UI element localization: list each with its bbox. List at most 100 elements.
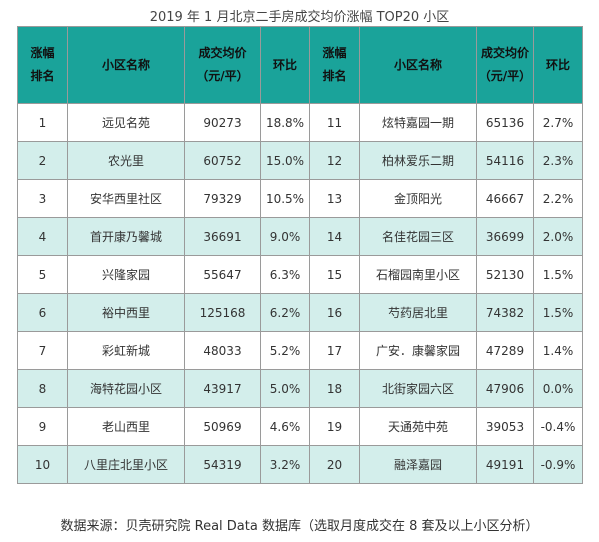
table-row: 5 兴隆家园 55647 6.3% 15 石榴园南里小区 52130 1.5%: [17, 255, 583, 294]
header-rank: 涨幅 排名: [309, 26, 360, 104]
rank-cell: 10: [17, 445, 68, 484]
header-row: 涨幅 排名 小区名称 成交均价 （元/平） 环比 涨幅 排名 小区名称 成交均价…: [17, 26, 583, 104]
table-row: 8 海特花园小区 43917 5.0% 18 北街家园六区 47906 0.0%: [17, 369, 583, 408]
table-row: 2 农光里 60752 15.0% 12 柏林爱乐二期 54116 2.3%: [17, 141, 583, 180]
community-name-cell: 裕中西里: [67, 293, 185, 332]
rank-cell: 8: [17, 369, 68, 408]
community-name-cell: 名佳花园三区: [359, 217, 477, 256]
community-name-cell: 彩虹新城: [67, 331, 185, 370]
change-cell: -0.9%: [533, 445, 583, 484]
price-cell: 65136: [476, 103, 534, 142]
rank-cell: 1: [17, 103, 68, 142]
community-name-cell: 农光里: [67, 141, 185, 180]
price-cell: 52130: [476, 255, 534, 294]
change-cell: 3.2%: [260, 445, 310, 484]
rank-cell: 20: [309, 445, 360, 484]
change-cell: 1.5%: [533, 255, 583, 294]
community-name-cell: 石榴园南里小区: [359, 255, 477, 294]
price-cell: 47289: [476, 331, 534, 370]
price-cell: 79329: [184, 179, 261, 218]
price-cell: 55647: [184, 255, 261, 294]
rank-cell: 14: [309, 217, 360, 256]
rank-cell: 9: [17, 407, 68, 446]
price-cell: 90273: [184, 103, 261, 142]
header-rank-line2: 排名: [30, 69, 55, 83]
price-cell: 36691: [184, 217, 261, 256]
rank-cell: 16: [309, 293, 360, 332]
table-title: 2019 年 1 月北京二手房成交均价涨幅 TOP20 小区: [149, 10, 450, 25]
header-change: 环比: [260, 26, 310, 104]
change-cell: 2.3%: [533, 141, 583, 180]
change-cell: 2.7%: [533, 103, 583, 142]
rank-cell: 13: [309, 179, 360, 218]
rank-cell: 19: [309, 407, 360, 446]
community-name-cell: 融泽嘉园: [359, 445, 477, 484]
ranking-table: 涨幅 排名 小区名称 成交均价 （元/平） 环比 涨幅 排名 小区名称 成交均价…: [17, 26, 583, 484]
data-source-note: 数据来源：贝壳研究院 Real Data 数据库（选取月度成交在 8 套及以上小…: [60, 519, 539, 534]
header-rank: 涨幅 排名: [17, 26, 68, 104]
change-cell: 4.6%: [260, 407, 310, 446]
community-name-cell: 炫特嘉园一期: [359, 103, 477, 142]
community-name-cell: 兴隆家园: [67, 255, 185, 294]
community-name-cell: 广安．康馨家园: [359, 331, 477, 370]
change-cell: 6.2%: [260, 293, 310, 332]
change-cell: 15.0%: [260, 141, 310, 180]
community-name-cell: 远见名苑: [67, 103, 185, 142]
price-cell: 39053: [476, 407, 534, 446]
header-rank-line1: 涨幅: [322, 46, 347, 60]
rank-cell: 15: [309, 255, 360, 294]
table-row: 3 安华西里社区 79329 10.5% 13 金顶阳光 46667 2.2%: [17, 179, 583, 218]
table-row: 10 八里庄北里小区 54319 3.2% 20 融泽嘉园 49191 -0.9…: [17, 445, 583, 484]
price-cell: 36699: [476, 217, 534, 256]
change-cell: 5.0%: [260, 369, 310, 408]
price-cell: 49191: [476, 445, 534, 484]
rank-cell: 3: [17, 179, 68, 218]
price-cell: 74382: [476, 293, 534, 332]
table-row: 1 远见名苑 90273 18.8% 11 炫特嘉园一期 65136 2.7%: [17, 103, 583, 142]
community-name-cell: 安华西里社区: [67, 179, 185, 218]
price-cell: 60752: [184, 141, 261, 180]
community-name-cell: 首开康乃馨城: [67, 217, 185, 256]
community-name-cell: 八里庄北里小区: [67, 445, 185, 484]
header-rank-line2: 排名: [322, 69, 347, 83]
rank-cell: 11: [309, 103, 360, 142]
rank-cell: 2: [17, 141, 68, 180]
change-cell: 5.2%: [260, 331, 310, 370]
community-name-cell: 老山西里: [67, 407, 185, 446]
rank-cell: 7: [17, 331, 68, 370]
rank-cell: 5: [17, 255, 68, 294]
rank-cell: 18: [309, 369, 360, 408]
header-name: 小区名称: [67, 26, 185, 104]
header-price: 成交均价 （元/平）: [476, 26, 534, 104]
header-price-line2: （元/平）: [196, 69, 249, 83]
price-cell: 46667: [476, 179, 534, 218]
change-cell: 1.4%: [533, 331, 583, 370]
header-name: 小区名称: [359, 26, 477, 104]
price-cell: 48033: [184, 331, 261, 370]
community-name-cell: 金顶阳光: [359, 179, 477, 218]
change-cell: 0.0%: [533, 369, 583, 408]
header-price-line1: 成交均价: [198, 46, 247, 60]
community-name-cell: 芍药居北里: [359, 293, 477, 332]
change-cell: -0.4%: [533, 407, 583, 446]
rank-cell: 12: [309, 141, 360, 180]
change-cell: 9.0%: [260, 217, 310, 256]
table-row: 6 裕中西里 125168 6.2% 16 芍药居北里 74382 1.5%: [17, 293, 583, 332]
price-cell: 47906: [476, 369, 534, 408]
rank-cell: 6: [17, 293, 68, 332]
change-cell: 1.5%: [533, 293, 583, 332]
header-price-line2: （元/平）: [478, 69, 532, 83]
change-cell: 6.3%: [260, 255, 310, 294]
change-cell: 2.0%: [533, 217, 583, 256]
community-name-cell: 北街家园六区: [359, 369, 477, 408]
community-name-cell: 柏林爱乐二期: [359, 141, 477, 180]
header-rank-line1: 涨幅: [30, 46, 55, 60]
header-change: 环比: [533, 26, 583, 104]
price-cell: 43917: [184, 369, 261, 408]
rank-cell: 4: [17, 217, 68, 256]
price-cell: 54319: [184, 445, 261, 484]
table-row: 7 彩虹新城 48033 5.2% 17 广安．康馨家园 47289 1.4%: [17, 331, 583, 370]
price-cell: 125168: [184, 293, 261, 332]
rank-cell: 17: [309, 331, 360, 370]
community-name-cell: 天通苑中苑: [359, 407, 477, 446]
